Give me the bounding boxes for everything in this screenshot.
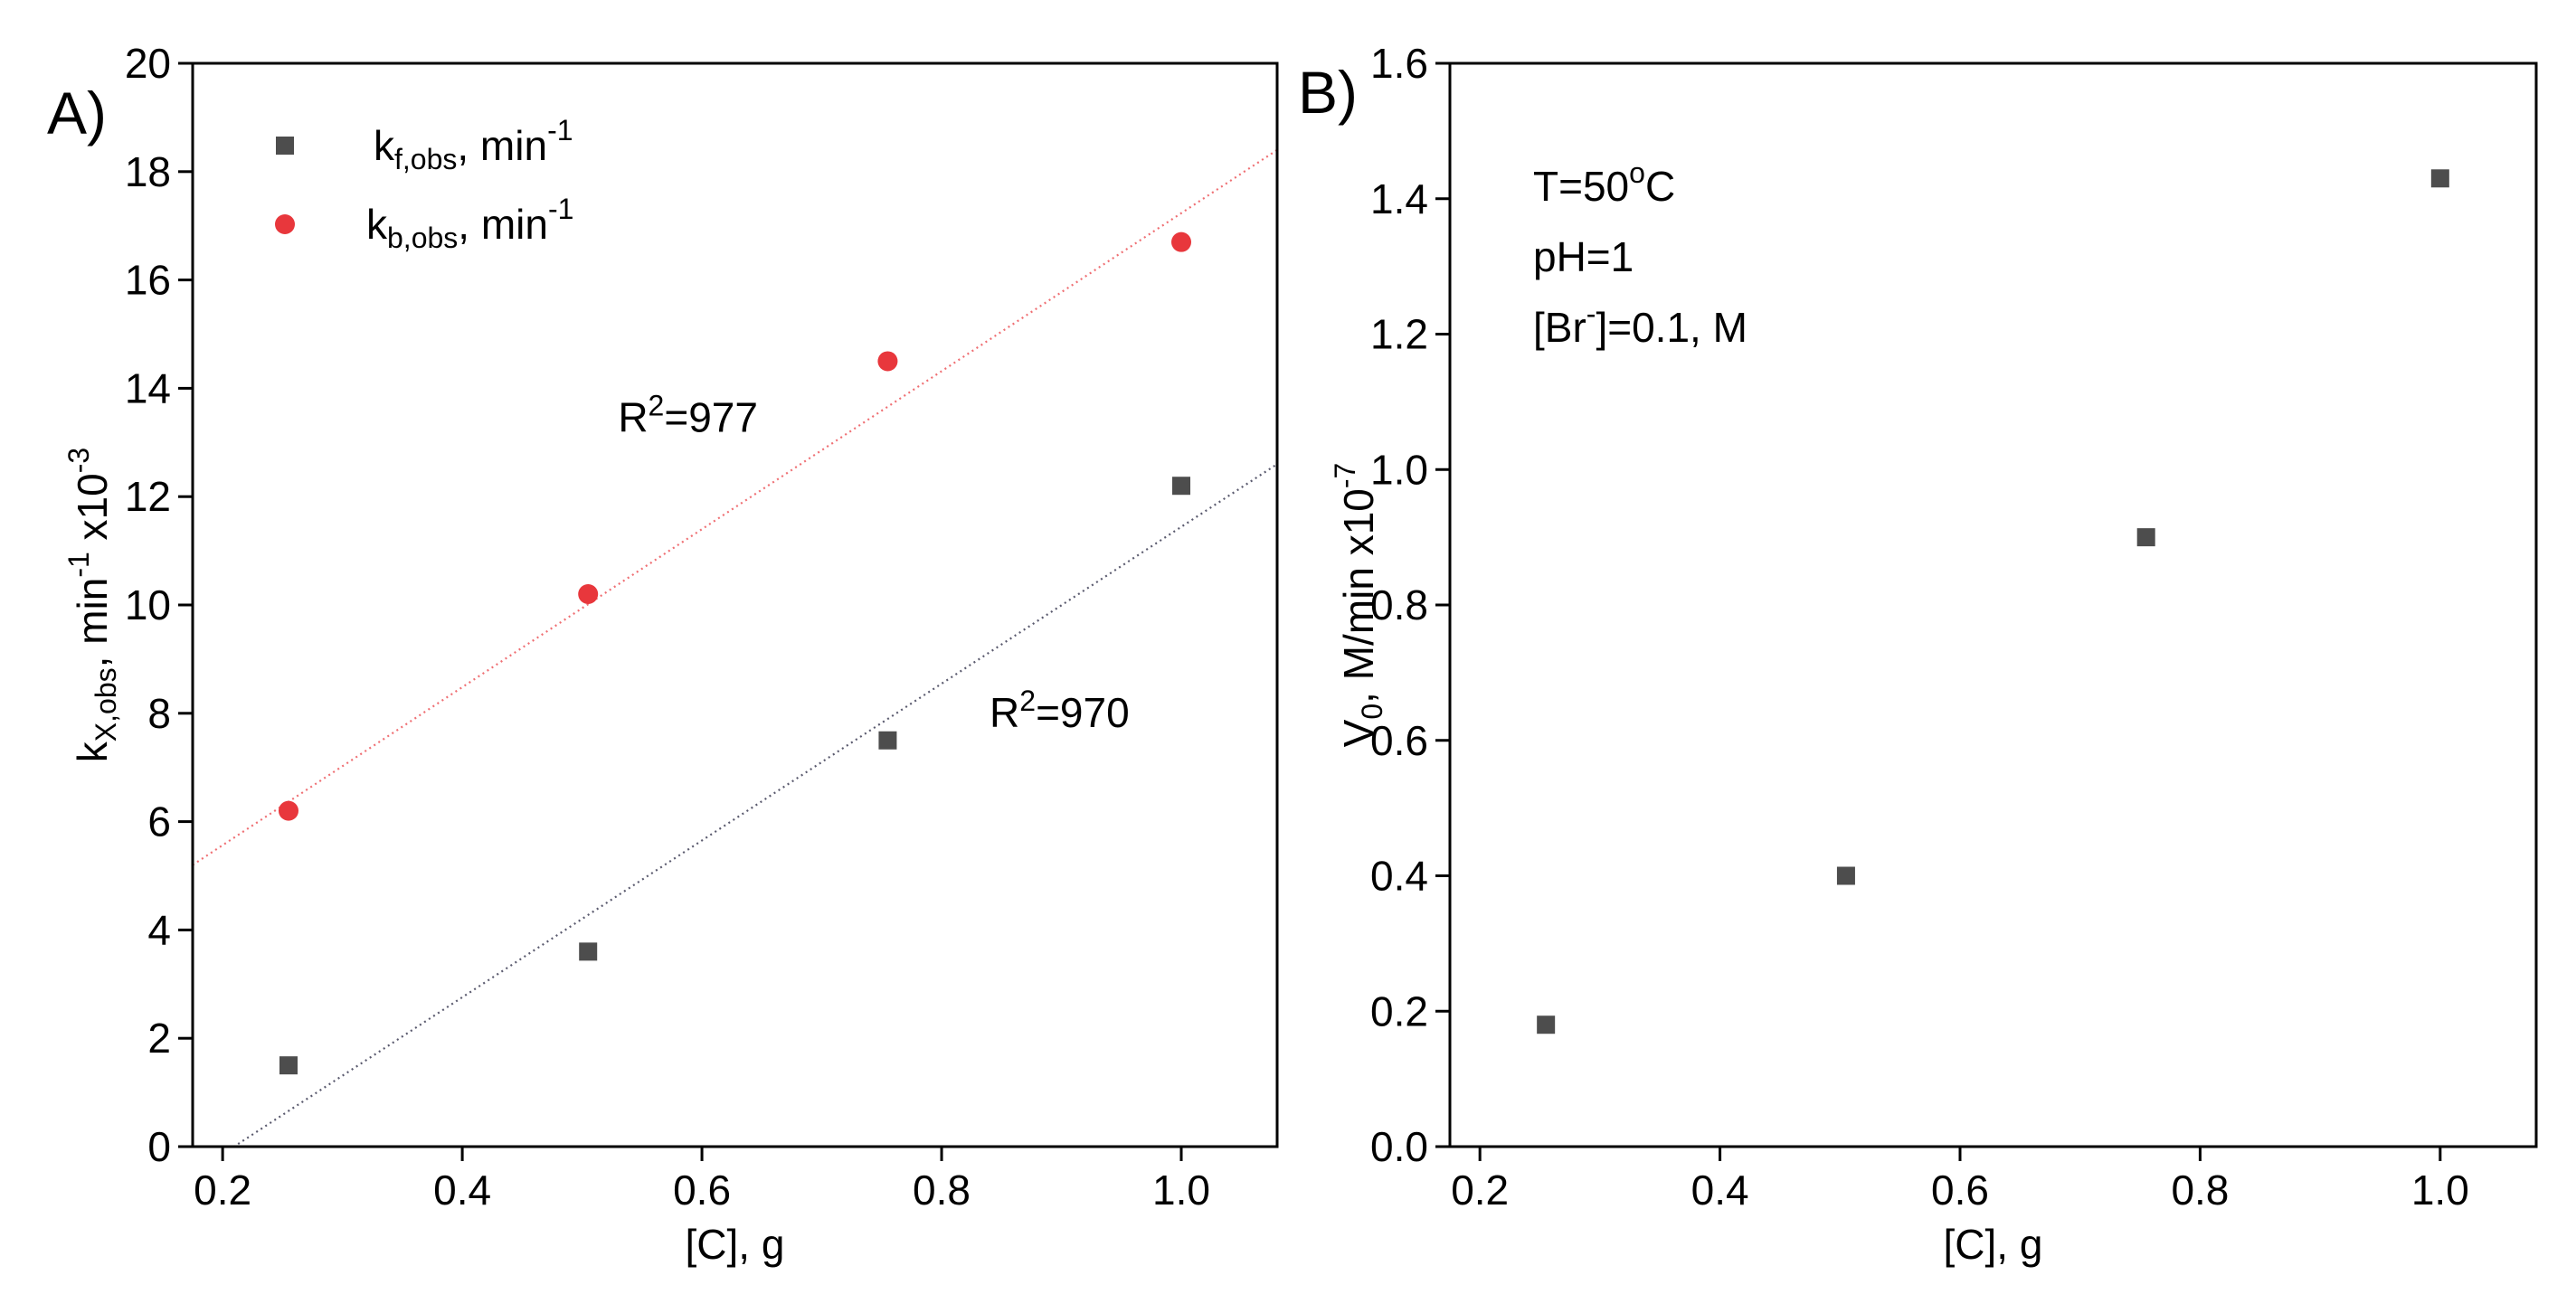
x-axis-title-a: [C], g [686,1221,785,1268]
y-tick-label-a: 0 [147,1123,171,1170]
x-tick-label-b: 0.4 [1691,1167,1749,1214]
y-tick-label-a: 2 [147,1015,171,1062]
y-tick-label-a: 4 [147,906,171,953]
y-axis-title-b: V0, M/min x10-7 [1329,463,1388,748]
y-tick-label-b: 0.4 [1370,853,1428,900]
x-tick-label-a: 0.6 [673,1167,731,1214]
r2-annotation-kf: R2=970 [990,685,1130,736]
y-tick-label-a: 8 [147,690,171,737]
x-tick-label-b: 0.8 [2171,1167,2229,1214]
y-tick-label-a: 12 [125,473,171,520]
x-tick-label-a: 0.8 [913,1167,971,1214]
r2-annotation-kb: R2=977 [618,389,758,440]
condition-line: T=50oC [1533,156,1675,210]
kf-point [878,731,897,750]
kf-point [579,942,598,961]
x-tick-label-b: 0.6 [1931,1167,1989,1214]
v0-point [2430,169,2449,188]
x-tick-label-a: 0.2 [194,1167,251,1214]
x-tick-label-a: 0.4 [433,1167,491,1214]
x-tick-label-a: 1.0 [1152,1167,1210,1214]
legend-label-kb: kb,obs, min-1 [366,193,573,254]
panel-label-a: A) [47,80,107,146]
y-tick-label-b: 0.8 [1370,581,1428,628]
kf-point [279,1056,298,1075]
panel-a: 0.2 0.4 0.6 0.8 1.0 0 2 4 6 8 10 12 14 16 18 20 A) [C], g… [47,40,1279,1268]
plot-frame-a [191,61,1279,1148]
y-tick-label-b: 1.6 [1370,40,1428,87]
kb-point [578,584,599,605]
v0-point [1537,1015,1556,1034]
y-tick-label-b: 1.2 [1370,311,1428,358]
panel-b: 0.2 0.4 0.6 0.8 1.0 0.0 0.2 0.4 0.6 0.8 1.0 1.2 1.4 1… [1298,40,2538,1268]
condition-line: pH=1 [1533,233,1634,280]
y-tick-label-a: 16 [125,257,171,304]
condition-line: [Br-]=0.1, M [1533,298,1747,351]
y-tick-label-b: 1.4 [1370,175,1428,222]
kb-point [278,800,298,821]
y-tick-label-b: 0.2 [1370,987,1428,1034]
legend-label-kf: kf,obs, min-1 [374,114,573,175]
panel-label-b: B) [1298,59,1358,126]
y-tick-label-a: 18 [125,148,171,195]
kb-point [877,351,898,372]
y-tick-label-a: 20 [125,40,171,87]
fit-line-kf [232,463,1277,1147]
y-tick-label-a: 6 [147,798,171,845]
x-axis-title-b: [C], g [1944,1221,2043,1268]
v0-point [2136,528,2155,547]
y-tick-label-b: 1.0 [1370,446,1428,493]
y-axis-title-a: kX,obs, min-1 x10-3 [62,448,122,762]
x-tick-label-b: 1.0 [2411,1167,2469,1214]
y-tick-label-a: 10 [125,581,171,628]
y-tick-label-b: 0.0 [1370,1123,1428,1170]
fit-line-kb [193,148,1277,866]
legend-marker-kf [276,137,294,155]
x-tick-label-b: 0.2 [1451,1167,1509,1214]
y-tick-label-a: 14 [125,364,171,411]
kb-point [1171,231,1192,252]
y-tick-label-b: 0.6 [1370,717,1428,764]
kf-point [1172,477,1191,496]
legend-marker-kb [275,214,295,234]
v0-point [1836,866,1855,885]
plot-frame-b [1448,61,2538,1148]
